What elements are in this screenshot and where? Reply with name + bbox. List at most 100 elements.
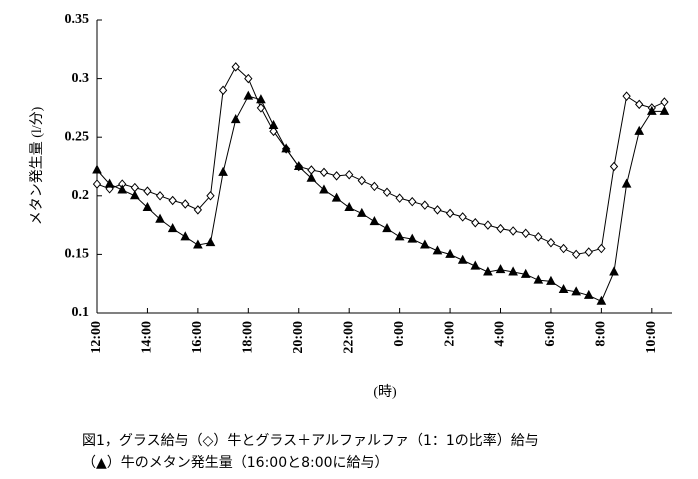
data-point xyxy=(256,94,266,104)
series-line xyxy=(96,95,665,302)
data-point xyxy=(382,187,392,198)
data-point xyxy=(369,216,380,226)
data-point xyxy=(445,248,455,258)
data-point xyxy=(571,286,582,296)
data-point xyxy=(508,266,518,276)
data-point xyxy=(495,264,506,274)
data-point xyxy=(394,231,405,241)
data-point xyxy=(256,103,266,113)
data-point xyxy=(345,169,354,180)
y-tick-label: 0.3 xyxy=(72,71,90,86)
x-tick-label: 12:00 xyxy=(89,321,104,354)
data-point xyxy=(142,201,153,212)
data-point xyxy=(583,289,594,299)
data-point xyxy=(206,191,215,201)
caption: 図1，グラス給与（◇）牛とグラス＋アルファルファ（1：1の比率）給与 xyxy=(82,432,539,449)
data-point xyxy=(407,233,418,243)
data-point xyxy=(520,268,531,278)
data-point xyxy=(559,243,568,254)
x-tick-label: 20:00 xyxy=(291,321,306,354)
data-point xyxy=(205,237,216,247)
data-point xyxy=(332,171,341,181)
data-point xyxy=(167,223,178,233)
data-point xyxy=(243,90,254,100)
x-tick-label: 22:00 xyxy=(341,321,356,354)
data-point xyxy=(609,266,619,276)
data-point xyxy=(92,179,102,189)
data-point xyxy=(420,239,430,249)
data-point xyxy=(433,205,442,215)
x-tick-label: 0:00 xyxy=(392,321,407,347)
data-point xyxy=(357,175,366,186)
y-tick-label: 0.15 xyxy=(65,247,90,262)
data-point xyxy=(584,247,593,257)
data-point xyxy=(622,91,631,101)
data-point xyxy=(534,232,543,242)
y-tick-label: 0.25 xyxy=(65,129,90,144)
data-point xyxy=(193,205,203,215)
data-point xyxy=(319,167,329,178)
data-point xyxy=(181,199,190,209)
data-point xyxy=(180,231,191,241)
data-point xyxy=(533,274,544,284)
data-point xyxy=(635,99,644,110)
data-point xyxy=(155,213,165,223)
data-point xyxy=(306,172,317,182)
y-tick-label: 0.35 xyxy=(65,12,90,27)
data-point xyxy=(331,192,342,202)
data-point xyxy=(281,143,291,153)
y-tick-label: 0.2 xyxy=(72,188,90,203)
data-point xyxy=(471,217,480,228)
data-point xyxy=(356,207,367,217)
data-point xyxy=(546,275,556,285)
data-point xyxy=(370,181,379,192)
data-point xyxy=(231,62,240,72)
data-point xyxy=(432,245,443,255)
x-tick-label: 16:00 xyxy=(190,321,205,354)
data-point xyxy=(597,243,606,254)
data-point xyxy=(621,178,632,188)
data-point xyxy=(268,119,279,129)
data-point xyxy=(521,228,530,239)
x-tick-label: 18:00 xyxy=(241,321,256,354)
x-tick-label: 14:00 xyxy=(140,321,155,354)
data-point xyxy=(143,186,152,196)
x-tick-label: 2:00 xyxy=(442,321,457,347)
data-point xyxy=(483,220,493,230)
data-point xyxy=(382,223,392,233)
data-point xyxy=(230,114,241,124)
data-point xyxy=(344,201,355,212)
data-point xyxy=(609,161,619,172)
data-point xyxy=(92,164,102,174)
caption: （▲）牛のメタン発生量（16:00と8:00に給与） xyxy=(82,455,389,471)
data-point xyxy=(483,266,493,276)
series-line xyxy=(96,66,665,255)
y-axis-label: メタン発生量 (l/分) xyxy=(29,106,45,225)
data-point xyxy=(659,105,670,115)
data-point xyxy=(155,191,165,201)
data-point xyxy=(168,195,177,206)
data-point xyxy=(420,200,430,210)
data-point xyxy=(218,166,228,176)
data-point xyxy=(457,254,468,264)
data-point xyxy=(596,295,607,305)
data-point xyxy=(646,105,657,115)
data-point xyxy=(104,178,115,188)
data-point xyxy=(218,85,228,96)
x-tick-label: 4:00 xyxy=(493,321,508,347)
data-point xyxy=(293,160,304,170)
data-point xyxy=(470,260,481,270)
data-point xyxy=(244,73,253,84)
data-point xyxy=(319,184,329,194)
data-point xyxy=(496,223,505,234)
data-point xyxy=(634,125,645,135)
data-point xyxy=(572,249,581,260)
data-point xyxy=(508,226,518,236)
data-point xyxy=(395,193,404,203)
data-point xyxy=(129,190,140,200)
data-point xyxy=(408,196,417,207)
x-axis-label: (時) xyxy=(373,384,397,400)
x-tick-label: 8:00 xyxy=(594,321,609,347)
data-point xyxy=(458,212,467,222)
